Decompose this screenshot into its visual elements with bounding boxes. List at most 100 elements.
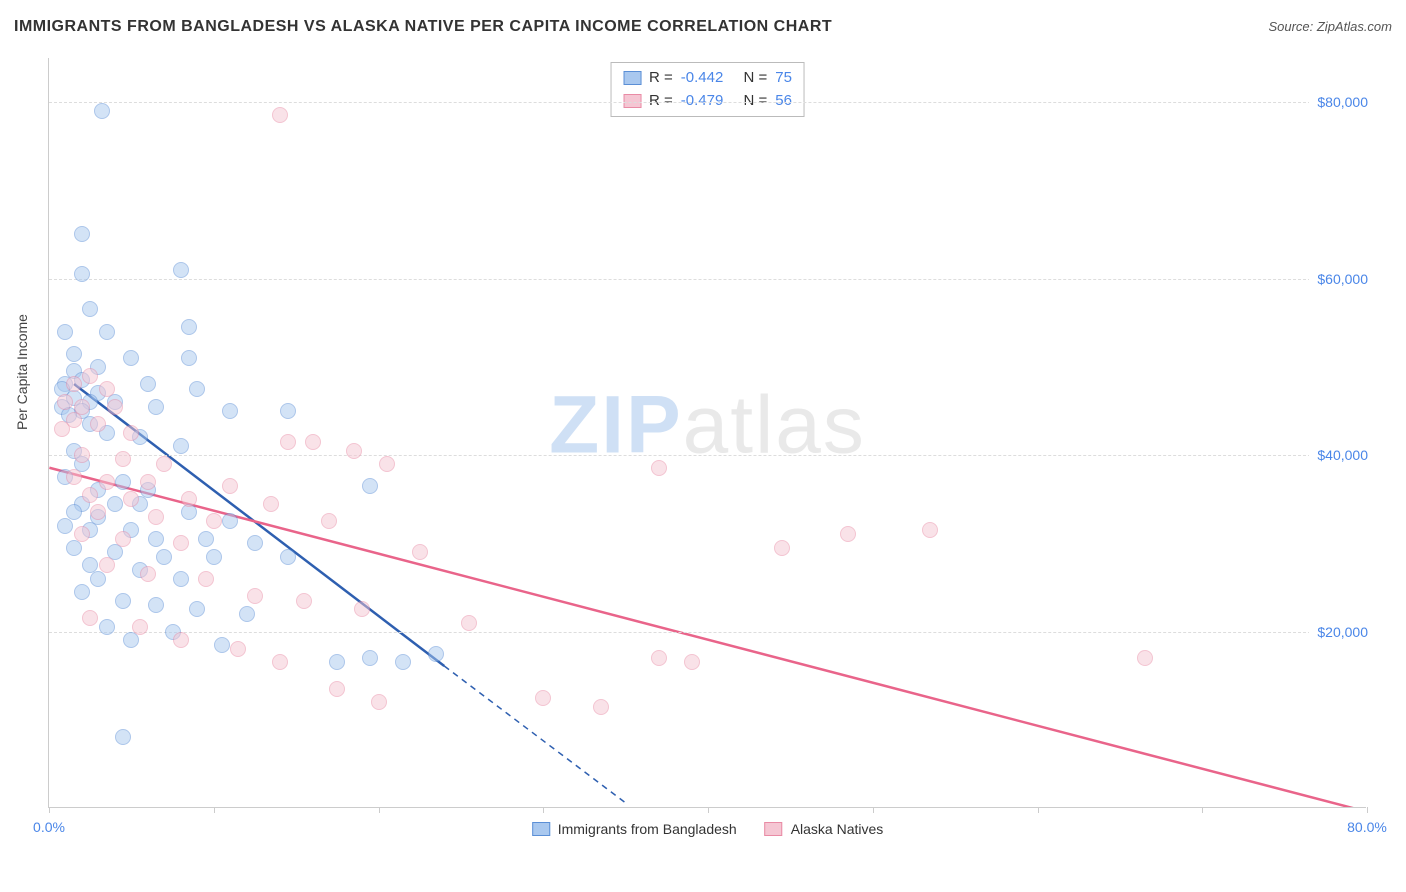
x-tick-mark	[1367, 807, 1368, 813]
x-tick-mark	[1202, 807, 1203, 813]
data-point-bangladesh	[181, 319, 197, 335]
r-label: R =	[649, 90, 673, 113]
data-point-alaska	[305, 434, 321, 450]
chart-header: IMMIGRANTS FROM BANGLADESH VS ALASKA NAT…	[14, 18, 1392, 36]
data-point-alaska	[173, 632, 189, 648]
data-point-alaska	[90, 504, 106, 520]
data-point-bangladesh	[99, 619, 115, 635]
y-tick-label: $20,000	[1309, 624, 1368, 640]
source-prefix: Source:	[1268, 19, 1316, 34]
data-point-bangladesh	[189, 601, 205, 617]
data-point-alaska	[115, 451, 131, 467]
data-point-alaska	[247, 588, 263, 604]
y-tick-label: $80,000	[1309, 94, 1368, 110]
x-tick-label: 0.0%	[33, 819, 65, 835]
gridline	[49, 455, 1366, 456]
data-point-alaska	[230, 641, 246, 657]
data-point-bangladesh	[82, 301, 98, 317]
data-point-bangladesh	[140, 376, 156, 392]
data-point-bangladesh	[74, 266, 90, 282]
data-point-alaska	[329, 681, 345, 697]
data-point-bangladesh	[74, 584, 90, 600]
gridline	[49, 632, 1366, 633]
n-label: N =	[744, 90, 768, 113]
data-point-bangladesh	[329, 654, 345, 670]
data-point-alaska	[272, 654, 288, 670]
legend-item-alaska: Alaska Natives	[765, 821, 884, 837]
data-point-bangladesh	[362, 478, 378, 494]
data-point-bangladesh	[115, 474, 131, 490]
n-label: N =	[744, 67, 768, 90]
data-point-bangladesh	[189, 381, 205, 397]
data-point-bangladesh	[198, 531, 214, 547]
x-tick-mark	[1038, 807, 1039, 813]
data-point-bangladesh	[173, 438, 189, 454]
data-point-alaska	[156, 456, 172, 472]
x-tick-label: 80.0%	[1347, 819, 1387, 835]
data-point-alaska	[99, 381, 115, 397]
watermark: ZIPatlas	[549, 378, 866, 472]
data-point-alaska	[346, 443, 362, 459]
data-point-alaska	[354, 601, 370, 617]
data-point-alaska	[321, 513, 337, 529]
swatch-alaska-icon	[765, 822, 783, 836]
data-point-bangladesh	[148, 597, 164, 613]
data-point-alaska	[57, 394, 73, 410]
data-point-alaska	[90, 416, 106, 432]
data-point-bangladesh	[239, 606, 255, 622]
data-point-alaska	[272, 107, 288, 123]
data-point-alaska	[198, 571, 214, 587]
data-point-alaska	[296, 593, 312, 609]
data-point-bangladesh	[181, 350, 197, 366]
data-point-bangladesh	[123, 350, 139, 366]
data-point-alaska	[461, 615, 477, 631]
data-point-alaska	[82, 610, 98, 626]
x-tick-mark	[873, 807, 874, 813]
data-point-alaska	[222, 478, 238, 494]
data-point-bangladesh	[107, 496, 123, 512]
swatch-bangladesh-icon	[532, 822, 550, 836]
trend-lines	[49, 58, 1366, 807]
data-point-alaska	[123, 491, 139, 507]
data-point-alaska	[74, 447, 90, 463]
data-point-alaska	[66, 469, 82, 485]
watermark-zip: ZIP	[549, 379, 683, 470]
data-point-alaska	[412, 544, 428, 560]
data-point-alaska	[840, 526, 856, 542]
legend-label-bangladesh: Immigrants from Bangladesh	[558, 821, 737, 837]
data-point-bangladesh	[148, 399, 164, 415]
r-value-bangladesh: -0.442	[681, 67, 724, 90]
data-point-alaska	[140, 474, 156, 490]
chart-title: IMMIGRANTS FROM BANGLADESH VS ALASKA NAT…	[14, 18, 832, 36]
y-tick-label: $60,000	[1309, 271, 1368, 287]
x-tick-mark	[214, 807, 215, 813]
x-tick-mark	[379, 807, 380, 813]
data-point-alaska	[123, 425, 139, 441]
source-name: ZipAtlas.com	[1317, 19, 1392, 34]
data-point-alaska	[371, 694, 387, 710]
data-point-bangladesh	[74, 226, 90, 242]
r-value-alaska: -0.479	[681, 90, 724, 113]
data-point-bangladesh	[280, 403, 296, 419]
n-value-alaska: 56	[775, 90, 792, 113]
data-point-bangladesh	[99, 324, 115, 340]
data-point-bangladesh	[115, 593, 131, 609]
legend-item-bangladesh: Immigrants from Bangladesh	[532, 821, 737, 837]
data-point-alaska	[593, 699, 609, 715]
legend-row-alaska: R = -0.479 N = 56	[623, 90, 792, 113]
data-point-bangladesh	[222, 403, 238, 419]
data-point-bangladesh	[156, 549, 172, 565]
data-point-alaska	[181, 491, 197, 507]
data-point-alaska	[922, 522, 938, 538]
data-point-alaska	[140, 566, 156, 582]
x-tick-mark	[49, 807, 50, 813]
data-point-alaska	[379, 456, 395, 472]
source-attribution: Source: ZipAtlas.com	[1268, 19, 1392, 34]
data-point-bangladesh	[280, 549, 296, 565]
data-point-bangladesh	[214, 637, 230, 653]
x-tick-mark	[543, 807, 544, 813]
data-point-alaska	[66, 376, 82, 392]
data-point-alaska	[148, 509, 164, 525]
data-point-bangladesh	[94, 103, 110, 119]
data-point-bangladesh	[66, 346, 82, 362]
